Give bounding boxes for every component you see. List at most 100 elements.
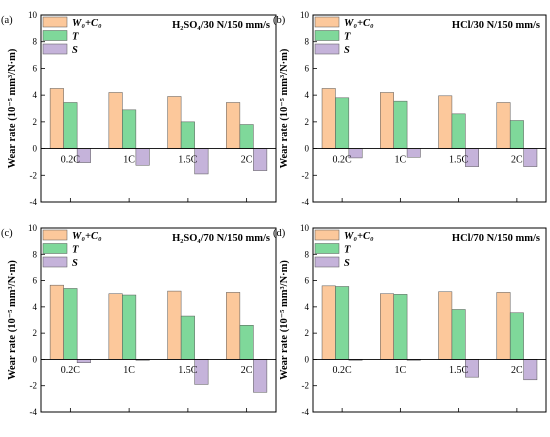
y-tick-label: 4 xyxy=(305,302,310,312)
y-tick-label: 0 xyxy=(305,144,310,154)
bar xyxy=(108,293,123,360)
y-tick-label: 8 xyxy=(33,37,38,47)
legend-swatch xyxy=(42,30,68,41)
legend-label: W₀+C₀ xyxy=(344,231,374,242)
y-tick-label: -4 xyxy=(302,197,310,207)
bar xyxy=(496,102,511,149)
bar xyxy=(335,286,350,360)
bar xyxy=(335,97,350,149)
legend-label: T xyxy=(344,32,351,43)
y-tick-label: 6 xyxy=(305,276,310,286)
panel-label: (a) xyxy=(1,15,13,26)
y-tick-label: -2 xyxy=(302,381,310,391)
y-tick-label: 0 xyxy=(33,144,38,154)
x-tick-label: 1C xyxy=(395,155,407,166)
bar xyxy=(509,312,524,360)
y-tick-label: 4 xyxy=(33,90,38,100)
y-tick-label: 10 xyxy=(28,223,38,233)
y-axis-label: Wear rate (10⁻⁵ mm³/N·m) xyxy=(279,48,290,168)
y-tick-label: 8 xyxy=(33,249,38,259)
y-tick-label: 10 xyxy=(300,10,310,20)
y-tick-label: -2 xyxy=(30,170,38,180)
y-tick-label: 0 xyxy=(33,354,38,364)
y-tick-label: -4 xyxy=(30,197,38,207)
bar xyxy=(393,294,408,360)
legend-label: W₀+C₀ xyxy=(72,231,102,242)
legend-label: T xyxy=(344,245,351,256)
plot-frame xyxy=(40,227,277,413)
bar xyxy=(523,148,538,167)
chart-title: HCl/70 N/150 mm/s xyxy=(452,233,540,244)
x-tick-label: 0.2C xyxy=(333,155,353,166)
y-tick-label: -2 xyxy=(30,381,38,391)
bar xyxy=(496,292,511,360)
y-tick-label: 2 xyxy=(305,328,310,338)
legend-swatch xyxy=(314,243,340,254)
bar xyxy=(380,92,394,149)
y-tick-label: -4 xyxy=(302,407,310,417)
plot-frame xyxy=(312,14,547,203)
y-tick-label: 8 xyxy=(305,37,310,47)
panel-label: (b) xyxy=(273,15,286,26)
bar xyxy=(108,92,123,149)
bar xyxy=(180,121,195,149)
y-tick-label: 4 xyxy=(305,90,310,100)
legend-swatch xyxy=(42,256,68,268)
x-tick-label: 2C xyxy=(241,155,253,166)
x-tick-label: 0.2C xyxy=(61,365,81,376)
y-tick-label: 2 xyxy=(305,117,310,127)
x-tick-label: 2C xyxy=(511,365,523,376)
legend-swatch xyxy=(42,229,68,241)
chart-panel-1: -4 -2 0 2 4 6 8 10 0.2C 1C 1.5C 2C Wear rate (10⁻⁵ m… xyxy=(1,10,277,207)
y-tick-label: 0 xyxy=(305,354,310,364)
x-tick-label: 1.5C xyxy=(449,155,469,166)
legend-label: W₀+C₀ xyxy=(72,18,102,29)
y-tick-label: 8 xyxy=(305,249,310,259)
chart-title: H₂SO₄/30 N/150 mm/s xyxy=(172,20,270,31)
y-tick-label: 10 xyxy=(28,10,38,20)
x-tick-label: 2C xyxy=(511,155,523,166)
bar xyxy=(321,285,336,360)
bar xyxy=(523,359,538,381)
x-tick-label: 1.5C xyxy=(449,365,469,376)
bar xyxy=(253,359,268,393)
legend-swatch xyxy=(314,16,340,28)
y-tick-label: -4 xyxy=(30,407,38,417)
bar xyxy=(406,148,421,158)
plot-frame xyxy=(312,227,547,413)
chart-title: H₂SO₄/70 N/150 mm/s xyxy=(172,233,270,244)
chart-panel-3: -4 -2 0 2 4 6 8 10 0.2C 1C 1.5C 2C Wear rate (10⁻⁵ m… xyxy=(1,223,277,417)
bar xyxy=(49,284,64,360)
bar xyxy=(438,95,453,149)
y-axis-label: Wear rate (10⁻⁵ mm³/N·m) xyxy=(7,260,18,380)
bar xyxy=(380,293,394,360)
chart-title: HCl/30 N/150 mm/s xyxy=(452,20,540,31)
bar xyxy=(63,288,78,360)
y-axis-label: Wear rate (10⁻⁵ mm³/N·m) xyxy=(279,260,290,380)
panel-label: (c) xyxy=(1,228,13,239)
bar xyxy=(122,109,137,149)
bar xyxy=(122,294,137,360)
y-tick-label: 4 xyxy=(33,302,38,312)
x-tick-label: 1.5C xyxy=(178,365,198,376)
bar xyxy=(239,124,254,149)
legend-label: S xyxy=(344,258,350,269)
y-tick-label: 10 xyxy=(300,223,310,233)
bar xyxy=(321,88,336,149)
x-tick-label: 1C xyxy=(123,155,135,166)
legend-label: S xyxy=(72,258,78,269)
bar xyxy=(49,88,64,149)
legend-swatch xyxy=(42,16,68,28)
y-tick-label: 2 xyxy=(33,117,38,127)
legend-swatch xyxy=(314,30,340,41)
legend-swatch xyxy=(314,43,340,55)
legend-swatch xyxy=(314,229,340,241)
bar xyxy=(451,309,466,360)
legend-swatch xyxy=(42,243,68,254)
y-tick-label: -2 xyxy=(302,170,310,180)
bar xyxy=(63,102,78,149)
y-tick-label: 6 xyxy=(33,63,38,73)
bar xyxy=(451,113,466,149)
bar xyxy=(509,120,524,149)
